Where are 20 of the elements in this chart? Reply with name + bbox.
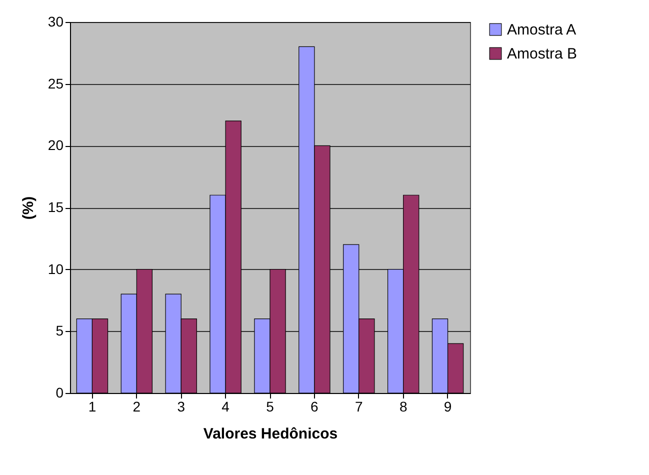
y-tick-label: 15 xyxy=(48,199,64,215)
x-tick-label: 8 xyxy=(399,398,408,414)
x-tick-label: 2 xyxy=(132,398,141,414)
x-tick-label: 9 xyxy=(444,398,452,414)
x-tick-label: 7 xyxy=(354,398,363,414)
x-axis-title: Valores Hedônicos xyxy=(203,426,338,442)
x-tick-label: 4 xyxy=(222,398,230,414)
x-tick-label: 6 xyxy=(310,398,319,414)
y-tick-label: 5 xyxy=(56,322,64,339)
legend-label: Amostra A xyxy=(507,22,576,38)
y-tick-label: 25 xyxy=(48,75,64,92)
x-tick-label: 3 xyxy=(177,398,186,414)
legend-label: Amostra B xyxy=(507,46,578,62)
x-tick-label: 5 xyxy=(266,398,274,414)
y-tick-label: 0 xyxy=(56,384,64,400)
y-tick-label: 30 xyxy=(48,14,64,30)
x-tick-label: 1 xyxy=(88,398,96,414)
y-tick-label: 10 xyxy=(48,260,64,277)
y-tick-label: 20 xyxy=(48,137,64,154)
y-axis-title: (%) xyxy=(20,196,37,220)
